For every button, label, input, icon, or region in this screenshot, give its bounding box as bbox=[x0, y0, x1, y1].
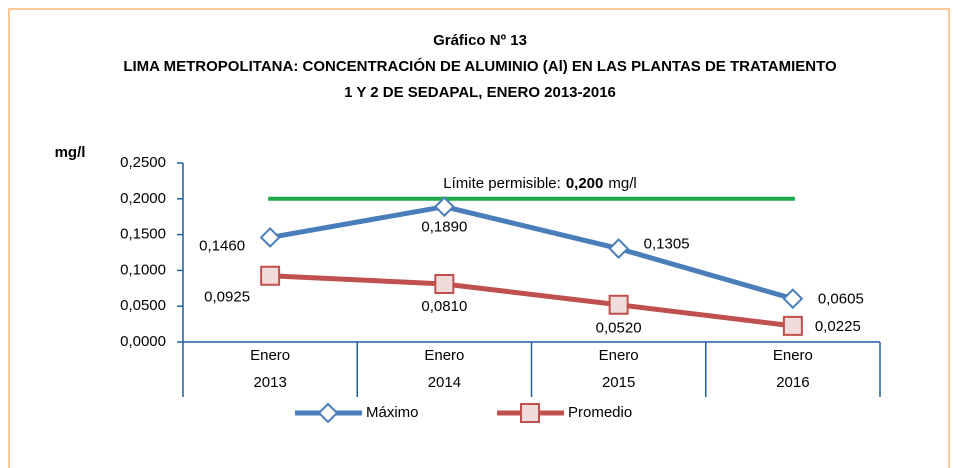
threshold-annotation: Límite permisible: 0,200 mg/l bbox=[443, 175, 636, 192]
threshold-value: 0,200 bbox=[566, 175, 604, 192]
data-label: 0,0520 bbox=[596, 320, 642, 337]
x-tick-label: Enero bbox=[773, 347, 813, 364]
x-tick-label: Enero bbox=[250, 347, 290, 364]
marker bbox=[434, 274, 455, 295]
y-tick-label: 0,2000 bbox=[120, 190, 166, 207]
frame bbox=[8, 8, 950, 468]
marker bbox=[608, 294, 629, 315]
y-tick-label: 0,1500 bbox=[120, 226, 166, 243]
marker bbox=[608, 238, 630, 259]
data-label: 0,0925 bbox=[204, 289, 250, 306]
marker bbox=[259, 227, 281, 248]
series-line bbox=[269, 204, 794, 302]
x-tick-label: 2016 bbox=[776, 374, 809, 391]
series-line bbox=[270, 273, 794, 329]
data-label: 0,1305 bbox=[644, 236, 690, 253]
data-label: 0,1460 bbox=[199, 237, 245, 254]
threshold-prefix: Límite permisible: bbox=[443, 175, 561, 192]
y-tick-label: 0,0000 bbox=[120, 333, 166, 350]
y-tick-label: 0,2500 bbox=[120, 154, 166, 171]
y-tick-label: 0,1000 bbox=[120, 261, 166, 278]
marker bbox=[433, 196, 455, 218]
chart-subtitle: LIMA METROPOLITANA: CONCENTRACIÓN DE ALU… bbox=[123, 57, 837, 75]
data-label: 0,0605 bbox=[818, 291, 864, 308]
data-label: 0,0810 bbox=[421, 298, 467, 315]
data-label: 0,1890 bbox=[421, 219, 467, 236]
legend-label: Promedio bbox=[568, 404, 632, 421]
legend-label: Máximo bbox=[366, 404, 419, 421]
marker bbox=[260, 265, 281, 286]
threshold-suffix: mg/l bbox=[608, 175, 636, 192]
x-tick-label: 2014 bbox=[428, 374, 461, 391]
marker bbox=[782, 288, 804, 310]
x-tick-label: 2015 bbox=[602, 374, 635, 391]
x-tick-label: Enero bbox=[599, 347, 639, 364]
chart-subtitle: 1 Y 2 DE SEDAPAL, ENERO 2013-2016 bbox=[344, 84, 616, 101]
marker bbox=[782, 315, 803, 336]
y-tick-label: 0,0500 bbox=[120, 297, 166, 314]
marker bbox=[317, 402, 339, 424]
x-tick-label: Enero bbox=[424, 347, 464, 364]
data-label: 0,0225 bbox=[815, 318, 861, 335]
marker bbox=[520, 403, 540, 423]
y-axis-label: mg/l bbox=[55, 144, 86, 161]
chart-title: Gráfico Nº 13 bbox=[433, 32, 527, 49]
x-tick-label: 2013 bbox=[253, 374, 286, 391]
